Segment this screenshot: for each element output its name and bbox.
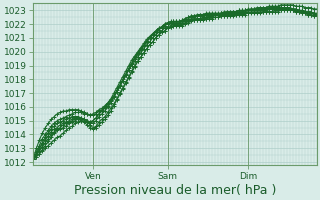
X-axis label: Pression niveau de la mer( hPa ): Pression niveau de la mer( hPa ) (74, 184, 276, 197)
